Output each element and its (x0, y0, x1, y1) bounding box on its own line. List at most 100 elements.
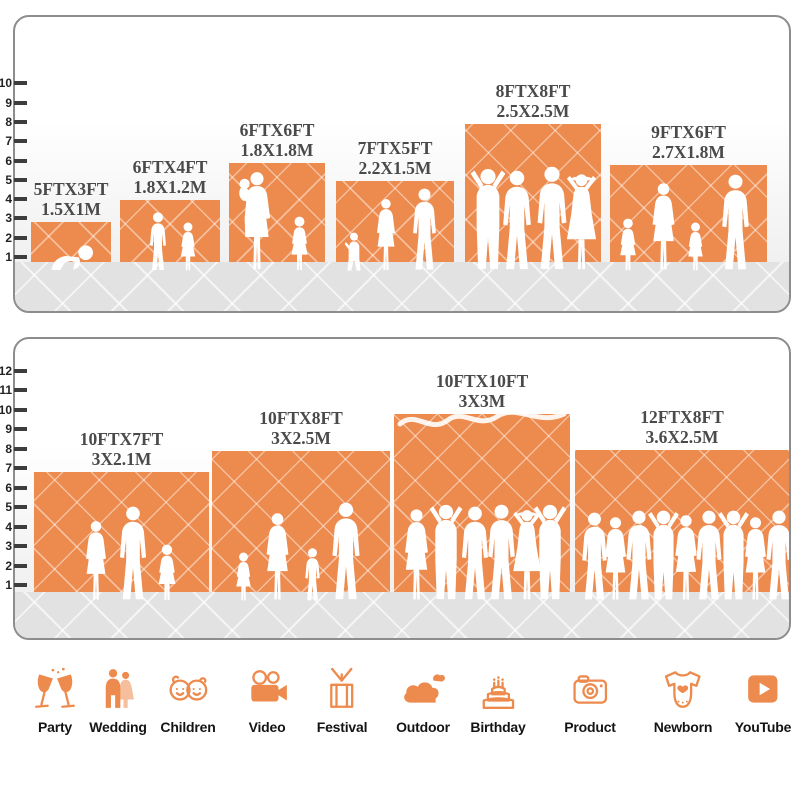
backdrop-size-label: 9FTX6FT 2.7X1.8M (651, 122, 726, 162)
ruler-tick-mark (14, 427, 27, 431)
category-label: Newborn (653, 719, 713, 735)
ruler-tick: 5 (0, 173, 27, 187)
category-label: Party (37, 719, 73, 735)
children-icon (165, 666, 211, 712)
ruler-tick: 4 (0, 192, 27, 206)
category-wedding: Wedding (89, 666, 147, 735)
category-label: Video (248, 719, 286, 735)
size-ft: 6FTX6FT (239, 119, 315, 140)
size-ft: 10FTX8FT (259, 407, 343, 428)
ruler-tick-number: 2 (5, 230, 12, 245)
backdrop-size-label: 12FTX8FT 3.6X2.5M (640, 407, 724, 447)
ruler-tick-number: 1 (5, 578, 12, 592)
ruler-tick-mark (14, 368, 27, 373)
backdrop-7x5: 7FTX5FT 2.2X1.5M (336, 138, 454, 271)
ruler-tick: 3 (0, 539, 27, 553)
size-ft: 6FTX4FT (132, 156, 208, 177)
ruler-tick-mark (14, 583, 27, 587)
ruler-tick-mark (14, 197, 27, 202)
ruler-tick-number: 7 (5, 134, 12, 149)
ruler-tick-number: 4 (5, 519, 12, 534)
ruler-tick: 3 (0, 211, 27, 225)
ruler-tick: 2 (0, 559, 27, 573)
category-label: Children (160, 719, 216, 735)
backdrop-10x7: 10FTX7FT 3X2.1M (34, 429, 209, 601)
category-youtube: YouTube (735, 666, 791, 735)
ruler-tick-number: 9 (5, 422, 12, 436)
size-m: 2.5X2.5M (496, 100, 570, 121)
ruler-tick-number: 10 (0, 76, 12, 91)
ruler-tick-mark (14, 158, 27, 163)
ruler-tick: 6 (0, 154, 27, 168)
category-party: Party (32, 666, 78, 735)
ruler-tick-number: 3 (5, 211, 12, 226)
newborn-icon (660, 666, 706, 712)
ruler-tick-mark (14, 466, 27, 470)
panel-large: 10FTX7FT 3X2.1M 10FTX8FT 3X2.5M (13, 337, 791, 640)
ruler-tick-number: 10 (0, 402, 12, 417)
ruler-tick-number: 8 (5, 441, 12, 456)
ruler-tick: 10 (0, 403, 27, 417)
ruler-tick-number: 8 (5, 114, 12, 129)
ruler-tick-number: 12 (0, 363, 12, 378)
size-ft: 10FTX10FT (435, 370, 529, 391)
ruler-tick-number: 6 (5, 153, 12, 168)
ruler-tick-mark (14, 119, 27, 124)
ruler-tick-mark (14, 388, 27, 392)
backdrop-rect (120, 200, 220, 262)
ruler-tick: 2 (0, 231, 27, 245)
ruler-tick-mark (14, 81, 27, 86)
backdrop-size-label: 10FTX10FT 3X3M (436, 371, 528, 411)
backdrop-size-label: 8FTX8FT 2.5X2.5M (496, 81, 571, 121)
ruler-tick-mark (14, 505, 27, 509)
category-video: Video (244, 666, 290, 735)
ruler-tick-number: 6 (5, 480, 12, 495)
ruler-tick-number: 1 (5, 250, 12, 264)
ruler-tick: 9 (0, 96, 27, 110)
ruler-tick: 10 (0, 76, 27, 90)
backdrop-10x8: 10FTX8FT 3X2.5M (212, 408, 390, 601)
ruler-tick: 9 (0, 422, 27, 436)
birthday-icon (475, 666, 521, 712)
category-label: Product (564, 719, 616, 735)
size-ft: 7FTX5FT (357, 137, 433, 158)
wedding-icon (95, 666, 141, 712)
size-ft: 10FTX7FT (79, 428, 164, 449)
video-icon (244, 666, 290, 712)
ruler-tick-number: 7 (5, 461, 12, 475)
ruler-tick-number: 9 (5, 95, 12, 110)
ruler-tick: 12 (0, 364, 27, 378)
ruler-tick: 7 (0, 134, 27, 148)
category-children: Children (160, 666, 216, 735)
category-label: Wedding (89, 719, 147, 735)
backdrop-size-label: 7FTX5FT 2.2X1.5M (358, 138, 433, 178)
backdrop-size-label: 10FTX8FT 3X2.5M (259, 408, 343, 448)
ruler-tick-mark (14, 407, 27, 412)
size-ft: 9FTX6FT (651, 121, 726, 142)
size-m: 1.5X1M (41, 198, 101, 219)
backdrop-12x8: 12FTX8FT 3.6X2.5M (575, 407, 789, 600)
category-festival: Festival (317, 666, 367, 735)
backdrop-6x4: 6FTX4FT 1.8X1.2M (120, 157, 220, 271)
panel-small-medium: 5FTX3FT 1.5X1M 6FTX4FT 1.8X1.2M 6FTX6FT … (13, 15, 791, 313)
ruler-tick: 8 (0, 115, 27, 129)
ruler-tick-number: 5 (5, 500, 12, 514)
category-label: Birthday (470, 719, 526, 735)
backdrop-size-label: 5FTX3FT 1.5X1M (34, 179, 109, 219)
category-birthday: Birthday (470, 666, 526, 735)
size-m: 3X3M (458, 390, 506, 411)
backdrop-6x6: 6FTX6FT 1.8X1.8M (229, 120, 325, 271)
size-m: 1.8X1.8M (240, 139, 314, 160)
size-m: 1.8X1.2M (133, 176, 207, 197)
ruler-tick-mark (14, 485, 27, 490)
category-outdoor: Outdoor (396, 666, 450, 735)
ruler-tick-mark (14, 544, 27, 548)
ruler-tick-mark (14, 235, 27, 240)
backdrop-rect (34, 472, 209, 592)
floor-strip (15, 592, 789, 638)
category-newborn: Newborn (653, 666, 713, 735)
backdrop-size-label: 6FTX6FT 1.8X1.8M (240, 120, 315, 160)
ruler-tick: 5 (0, 500, 27, 514)
size-ft: 8FTX8FT (495, 80, 571, 101)
